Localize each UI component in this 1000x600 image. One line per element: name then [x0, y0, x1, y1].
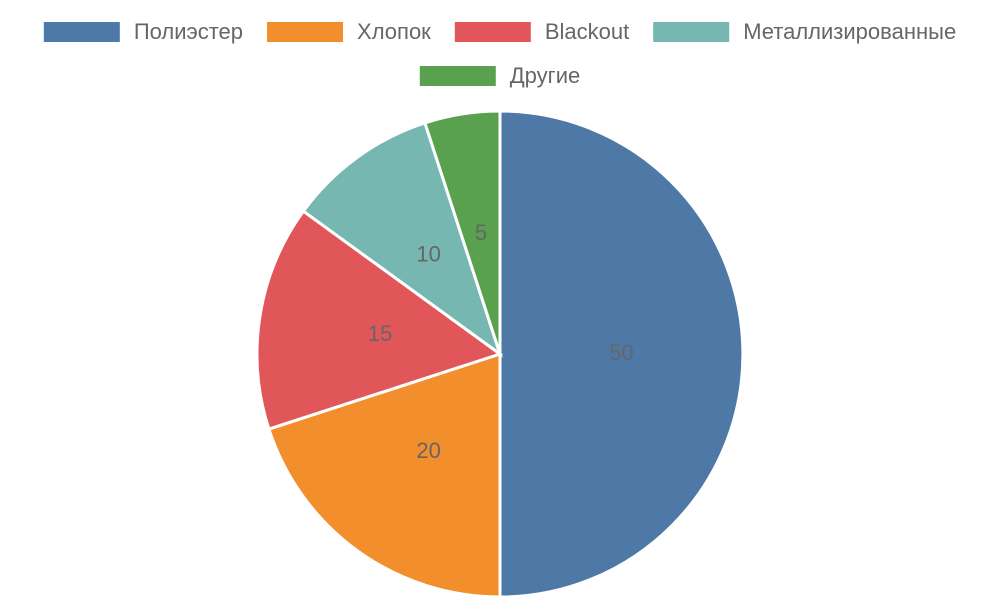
data-label: 15 [368, 321, 392, 346]
pie-slice [301, 121, 503, 358]
legend-swatch [419, 66, 496, 86]
legend-label: Другие [510, 63, 580, 88]
data-label: 5 [475, 220, 487, 245]
legend-swatch [454, 22, 531, 42]
legend-label: Хлопок [357, 19, 431, 44]
pie-slice [498, 109, 745, 599]
data-label: 20 [416, 438, 440, 463]
legend-swatch [267, 22, 344, 42]
legend-item: Хлопок [267, 19, 431, 44]
pie-slice [423, 109, 502, 355]
legend-item: Blackout [454, 19, 629, 44]
legend-swatch [43, 22, 120, 42]
data-label: 50 [609, 340, 633, 365]
pie-slice [267, 351, 502, 599]
legend-swatch [653, 22, 730, 42]
legend-label: Металлизированные [743, 19, 956, 44]
legend-item: Металлизированные [653, 19, 956, 44]
data-label: 10 [416, 242, 440, 267]
pie-slice [255, 209, 504, 431]
legend-item: Другие [419, 63, 580, 88]
legend-label: Полиэстер [134, 19, 243, 44]
legend-label: Blackout [545, 19, 629, 44]
legend-item: Полиэстер [43, 19, 243, 44]
